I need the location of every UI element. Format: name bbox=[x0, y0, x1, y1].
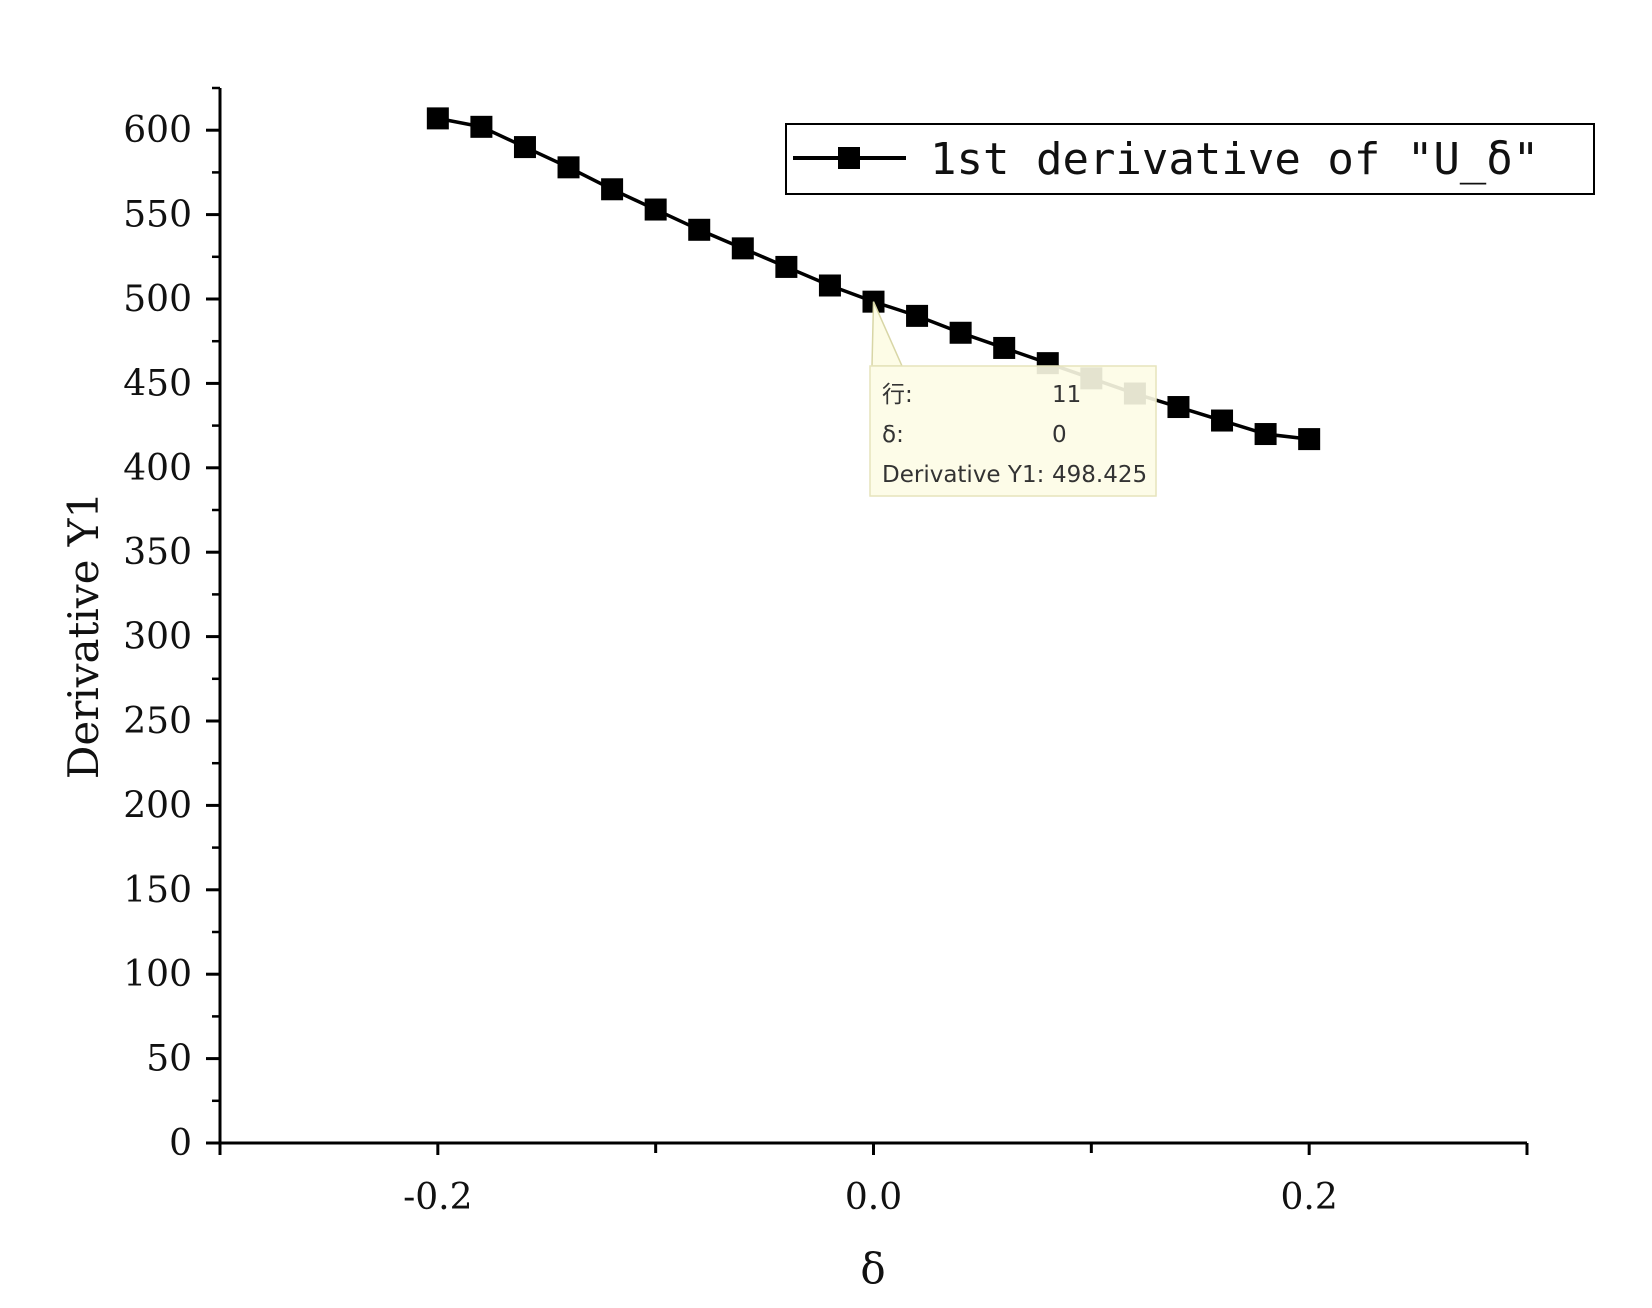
data-point bbox=[775, 255, 798, 278]
legend-entry-label: 1st derivative of "U_δ" bbox=[930, 134, 1539, 185]
data-point bbox=[513, 136, 536, 159]
y-axis: 0 50 100 150 200 250 300 350 400 450 500 550 600 bbox=[123, 86, 222, 1164]
tooltip-x-value: 0 bbox=[1052, 422, 1067, 448]
data-point bbox=[601, 178, 624, 201]
data-point bbox=[1254, 423, 1277, 446]
y-tick-label: 500 bbox=[123, 279, 192, 320]
y-tick-label: 100 bbox=[123, 954, 192, 995]
y-tick-label: 400 bbox=[123, 448, 192, 489]
y-tick-label: 350 bbox=[123, 532, 192, 573]
x-tick-label: 0.0 bbox=[845, 1177, 902, 1218]
y-tick-label: 300 bbox=[123, 617, 192, 658]
data-point bbox=[1211, 409, 1234, 432]
y-tick-label: 450 bbox=[123, 363, 192, 404]
data-point bbox=[688, 218, 711, 241]
data-point bbox=[993, 336, 1016, 359]
data-point bbox=[906, 304, 929, 327]
data-point bbox=[557, 156, 580, 179]
data-point bbox=[949, 321, 972, 344]
x-tick-label: -0.2 bbox=[403, 1177, 472, 1218]
data-point bbox=[470, 115, 493, 138]
legend-box bbox=[785, 123, 1595, 195]
x-axis-title: δ bbox=[860, 1244, 885, 1293]
data-point bbox=[818, 274, 841, 297]
tooltip-row-value: 11 bbox=[1052, 382, 1081, 408]
x-tick-label: 0.2 bbox=[1281, 1177, 1338, 1218]
legend: 1st derivative of "U_δ" bbox=[785, 123, 1595, 195]
tooltip-y-value: 498.425 bbox=[1052, 462, 1147, 488]
data-point bbox=[644, 198, 667, 221]
y-tick-label: 150 bbox=[123, 870, 192, 911]
data-point bbox=[731, 237, 754, 260]
y-tick-label: 600 bbox=[123, 110, 192, 151]
tooltip-x-label: δ: bbox=[882, 422, 904, 448]
y-tick-label: 50 bbox=[146, 1039, 192, 1080]
data-tooltip: 行: 11 δ: 0 Derivative Y1: 498.425 bbox=[869, 301, 1157, 497]
data-point bbox=[1167, 396, 1190, 419]
y-tick-label: 0 bbox=[169, 1123, 192, 1164]
data-point bbox=[1298, 428, 1321, 451]
x-axis: -0.2 0.0 0.2 bbox=[218, 1141, 1529, 1218]
tooltip-row-label: 行: bbox=[882, 382, 913, 408]
y-tick-label: 550 bbox=[123, 195, 192, 236]
tooltip-box bbox=[869, 365, 1157, 497]
tooltip-y-label: Derivative Y1: bbox=[882, 462, 1044, 488]
y-axis-title: Derivative Y1 bbox=[59, 492, 108, 780]
data-point bbox=[426, 107, 449, 130]
y-tick-label: 250 bbox=[123, 701, 192, 742]
y-tick-label: 200 bbox=[123, 785, 192, 826]
legend-marker-swatch bbox=[838, 147, 860, 169]
